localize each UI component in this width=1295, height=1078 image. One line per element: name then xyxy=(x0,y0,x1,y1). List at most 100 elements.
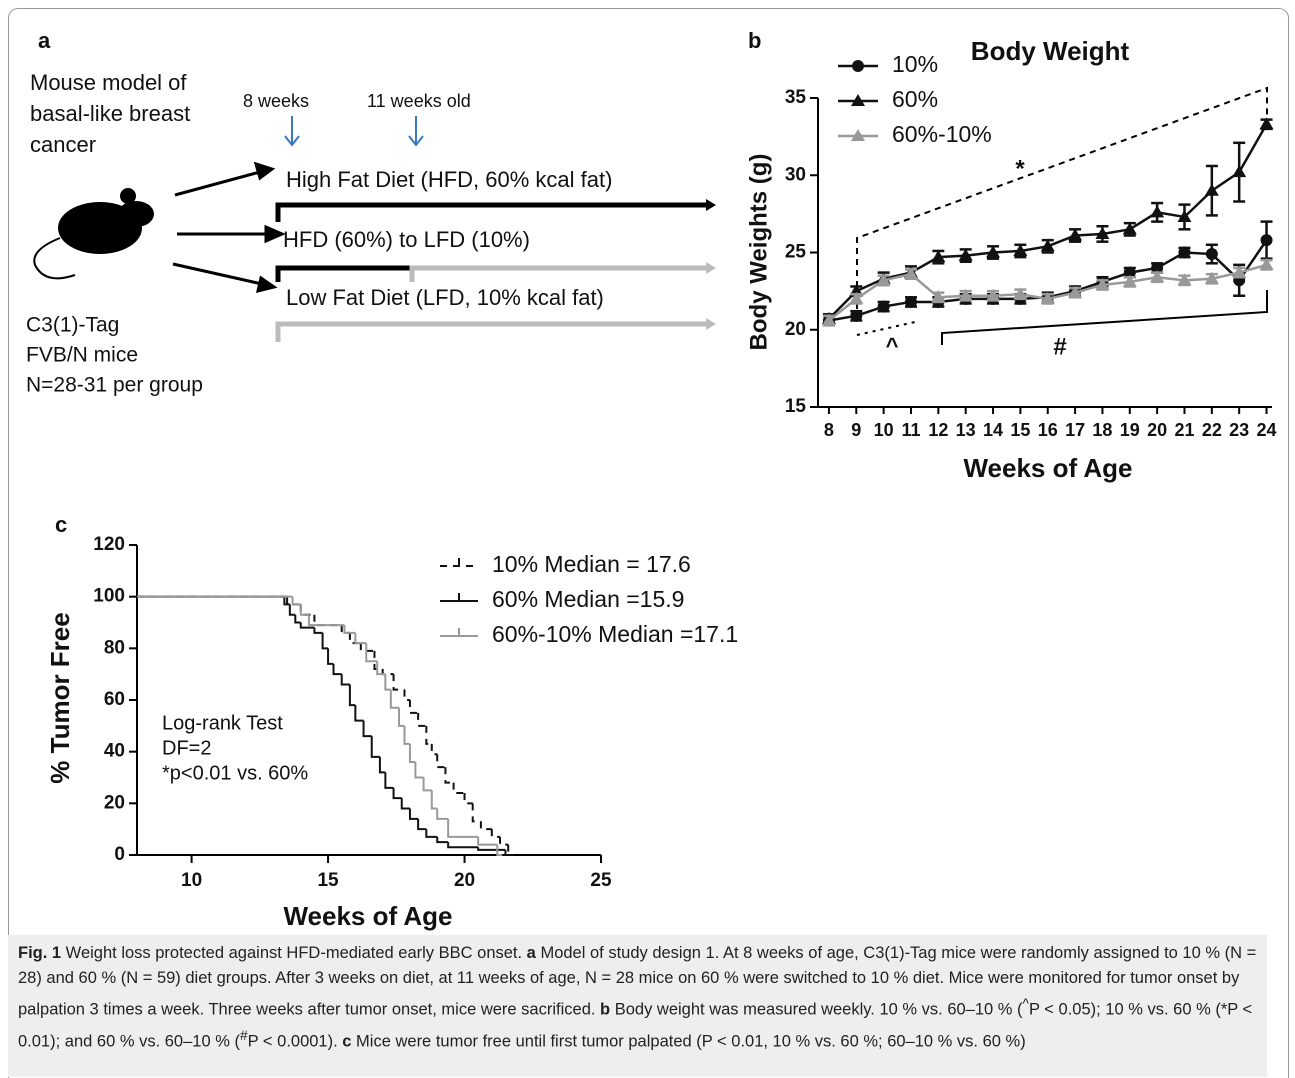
annotation: ^ xyxy=(886,333,899,358)
survival-step xyxy=(496,844,503,856)
caption-run: # xyxy=(239,1027,248,1043)
mice-text: N=28-31 per group xyxy=(26,374,203,397)
survival-step xyxy=(354,632,367,645)
y-axis-label: % Tumor Free xyxy=(45,612,75,783)
survival-step xyxy=(436,754,446,769)
point xyxy=(904,295,917,308)
y-axis-label: Body Weights (g) xyxy=(745,154,772,351)
survival-step xyxy=(286,596,301,606)
point xyxy=(1040,291,1055,304)
survival-step xyxy=(408,808,419,820)
time-label: 11 weeks old xyxy=(367,91,471,111)
x-tick-label: 8 xyxy=(824,420,834,440)
point xyxy=(1260,234,1273,247)
y-tick-label: 20 xyxy=(104,792,125,813)
point xyxy=(821,313,836,326)
point xyxy=(1178,246,1191,259)
x-tick-label: 14 xyxy=(983,420,1003,440)
point xyxy=(1122,222,1137,235)
x-tick-label: 21 xyxy=(1174,420,1194,440)
x-tick-label: 20 xyxy=(1147,420,1167,440)
point xyxy=(1068,228,1083,241)
survival-step xyxy=(392,674,405,691)
survival-step xyxy=(370,736,380,758)
point xyxy=(1259,257,1274,270)
y-tick-label: 120 xyxy=(93,534,125,555)
survival-step xyxy=(425,725,432,745)
survival-step xyxy=(471,803,481,823)
caption-run: Body weight was measured weekly. 10 % vs… xyxy=(610,1000,1023,1019)
point xyxy=(1259,117,1274,130)
survival-step xyxy=(408,743,416,763)
survival-step xyxy=(444,767,454,784)
panel-label: c xyxy=(55,512,67,537)
survival-step xyxy=(392,787,402,800)
point xyxy=(1123,266,1136,279)
survival-step xyxy=(389,689,400,709)
survival-step xyxy=(477,836,498,846)
point xyxy=(1232,165,1247,178)
survival-step xyxy=(327,648,334,665)
x-tick-label: 19 xyxy=(1120,420,1140,440)
arm-label: Low Fat Diet (LFD, 10% kcal fat) xyxy=(286,285,604,310)
y-tick-label: 20 xyxy=(785,319,806,340)
point xyxy=(931,290,946,303)
series-line xyxy=(828,123,1268,320)
x-tick-label: 10 xyxy=(874,420,894,440)
legend-label: 60%-10% xyxy=(892,121,992,147)
legend-marker xyxy=(852,60,864,72)
survival-step xyxy=(425,829,438,838)
x-tick-label: 11 xyxy=(901,420,920,440)
survival-step xyxy=(378,756,386,774)
x-axis-label: Weeks of Age xyxy=(283,901,452,931)
survival-step xyxy=(299,604,315,616)
x-tick-label: 20 xyxy=(454,870,475,891)
y-tick-label: 100 xyxy=(93,586,125,607)
caption-run: a xyxy=(526,944,536,962)
point xyxy=(1150,270,1165,283)
y-tick-label: 30 xyxy=(785,164,806,185)
chart-title: Body Weight xyxy=(971,36,1130,66)
survival-step xyxy=(417,818,427,831)
survival-step xyxy=(299,604,309,616)
survival-step xyxy=(307,614,329,627)
x-tick-label: 22 xyxy=(1202,420,1222,440)
caption-run: P < 0.0001). xyxy=(247,1032,343,1050)
point xyxy=(1232,265,1247,278)
survival-step xyxy=(430,790,438,810)
annotation: DF=2 xyxy=(162,737,211,759)
survival-step xyxy=(321,632,329,650)
point xyxy=(1013,243,1028,256)
mouse-icon xyxy=(33,188,154,280)
survival-step xyxy=(294,614,301,624)
legend-marker xyxy=(851,94,865,106)
x-tick-label: 10 xyxy=(181,870,202,891)
annotation: * xyxy=(1015,155,1025,182)
point xyxy=(1204,183,1219,196)
point xyxy=(986,245,1001,258)
diet-bars xyxy=(275,199,716,342)
survival-step xyxy=(447,842,479,849)
survival-step xyxy=(499,836,509,846)
survival-step xyxy=(463,793,473,805)
legend-label: 10% xyxy=(892,51,938,77)
x-tick-label: 25 xyxy=(590,870,612,891)
survival-step xyxy=(490,829,501,838)
survival-step xyxy=(283,596,290,606)
survival-step xyxy=(417,712,427,727)
point xyxy=(877,300,890,313)
survival-step xyxy=(299,622,315,629)
figure: a Mouse model of basal-like breast cance… xyxy=(26,28,1277,931)
annotation: # xyxy=(1053,333,1066,360)
annotation: Log-rank Test xyxy=(162,712,283,734)
y-tick-label: 15 xyxy=(785,396,807,417)
model-text: cancer xyxy=(30,132,96,157)
caption-run: Weight loss protected against HFD-mediat… xyxy=(61,944,527,962)
x-tick-label: 18 xyxy=(1092,420,1112,440)
model-text: Mouse model of xyxy=(30,70,187,95)
survival-step xyxy=(452,782,465,794)
y-tick-label: 35 xyxy=(785,87,807,108)
x-tick-label: 23 xyxy=(1229,420,1249,440)
x-tick-label: 17 xyxy=(1065,420,1085,440)
survival-step xyxy=(359,643,375,652)
